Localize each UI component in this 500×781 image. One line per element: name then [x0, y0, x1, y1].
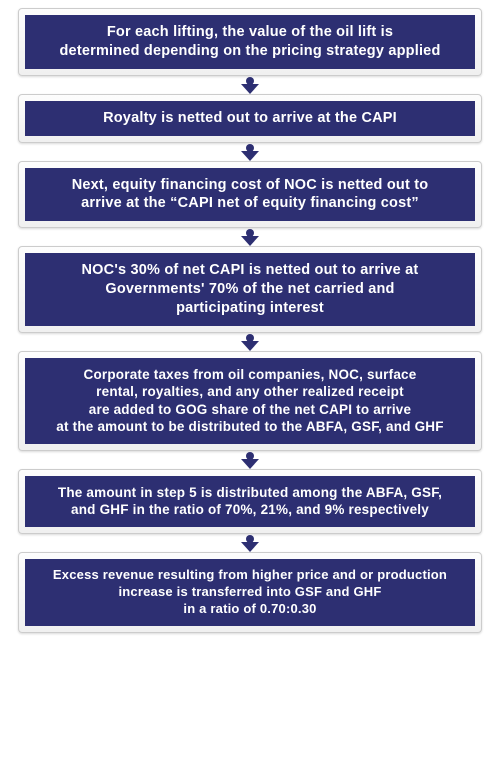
- step-frame: For each lifting, the value of the oil l…: [18, 8, 482, 76]
- step-line: participating interest: [176, 300, 324, 316]
- step-frame: Excess revenue resulting from higher pri…: [18, 552, 482, 633]
- arrow-triangle-icon: [241, 151, 259, 161]
- flow-step-1: For each lifting, the value of the oil l…: [18, 8, 482, 76]
- step-line: Corporate taxes from oil companies, NOC,…: [84, 367, 417, 382]
- step-text: For each lifting, the value of the oil l…: [25, 15, 475, 69]
- arrow-triangle-icon: [241, 341, 259, 351]
- step-line: Excess revenue resulting from higher pri…: [53, 567, 447, 582]
- flow-step-2: Royalty is netted out to arrive at the C…: [18, 94, 482, 143]
- step-frame: The amount in step 5 is distributed amon…: [18, 469, 482, 534]
- step-text: Next, equity financing cost of NOC is ne…: [25, 168, 475, 222]
- step-frame: Next, equity financing cost of NOC is ne…: [18, 161, 482, 229]
- step-line: The amount in step 5 is distributed amon…: [58, 485, 442, 500]
- arrow-triangle-icon: [241, 236, 259, 246]
- step-line: are added to GOG share of the net CAPI t…: [89, 402, 411, 417]
- step-text: Corporate taxes from oil companies, NOC,…: [25, 358, 475, 444]
- step-line: For each lifting, the value of the oil l…: [107, 24, 393, 40]
- step-line: Royalty is netted out to arrive at the C…: [103, 110, 397, 126]
- flow-arrow: [18, 451, 482, 469]
- step-frame: Royalty is netted out to arrive at the C…: [18, 94, 482, 143]
- step-line: at the amount to be distributed to the A…: [56, 419, 443, 434]
- flowchart-container: For each lifting, the value of the oil l…: [0, 0, 500, 659]
- flow-step-4: NOC's 30% of net CAPI is netted out to a…: [18, 246, 482, 333]
- flow-step-3: Next, equity financing cost of NOC is ne…: [18, 161, 482, 229]
- step-text: The amount in step 5 is distributed amon…: [25, 476, 475, 527]
- flow-arrow: [18, 333, 482, 351]
- step-text: NOC's 30% of net CAPI is netted out to a…: [25, 253, 475, 326]
- step-line: NOC's 30% of net CAPI is netted out to a…: [82, 262, 419, 278]
- step-line: and GHF in the ratio of 70%, 21%, and 9%…: [71, 502, 429, 517]
- flow-step-7: Excess revenue resulting from higher pri…: [18, 552, 482, 633]
- step-line: arrive at the “CAPI net of equity financ…: [81, 195, 419, 211]
- flow-arrow: [18, 534, 482, 552]
- flow-arrow: [18, 143, 482, 161]
- step-line: in a ratio of 0.70:0.30: [183, 601, 316, 616]
- flow-step-6: The amount in step 5 is distributed amon…: [18, 469, 482, 534]
- step-line: determined depending on the pricing stra…: [60, 43, 441, 59]
- step-line: increase is transferred into GSF and GHF: [118, 584, 381, 599]
- arrow-triangle-icon: [241, 542, 259, 552]
- step-frame: NOC's 30% of net CAPI is netted out to a…: [18, 246, 482, 333]
- flow-arrow: [18, 228, 482, 246]
- flow-arrow: [18, 76, 482, 94]
- flow-step-5: Corporate taxes from oil companies, NOC,…: [18, 351, 482, 451]
- step-frame: Corporate taxes from oil companies, NOC,…: [18, 351, 482, 451]
- step-text: Royalty is netted out to arrive at the C…: [25, 101, 475, 136]
- step-line: rental, royalties, and any other realize…: [96, 384, 404, 399]
- arrow-triangle-icon: [241, 459, 259, 469]
- step-line: Next, equity financing cost of NOC is ne…: [72, 177, 429, 193]
- arrow-triangle-icon: [241, 84, 259, 94]
- step-text: Excess revenue resulting from higher pri…: [25, 559, 475, 626]
- step-line: Governments' 70% of the net carried and: [105, 281, 394, 297]
